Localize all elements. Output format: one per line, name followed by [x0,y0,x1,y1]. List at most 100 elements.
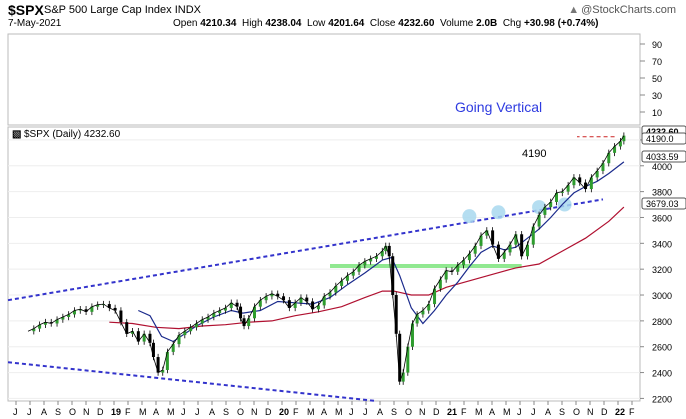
price-candle-108 [622,135,626,142]
price-candle-60 [363,261,367,266]
price-candle-46 [282,296,286,301]
x-tick-label-33: M [475,407,483,417]
ticker-symbol[interactable]: $SPX [8,2,44,18]
price-candle-33 [212,313,216,317]
x-tick-label-30: D [433,407,440,417]
stockcharts-icon: ▲ [568,4,580,16]
chg-label: Chg [502,18,522,29]
price-candle-100 [578,177,582,183]
price-candle-104 [601,163,605,171]
price-candle-91 [525,244,529,257]
touch-circle-2 [491,205,506,220]
price-candle-11 [90,306,94,312]
price-candle-88 [508,244,512,253]
price-candle-52 [316,305,320,310]
y-tick-label-3200: 3200 [652,265,672,275]
price-candle-97 [560,191,564,193]
price-candle-54 [328,292,332,297]
price-candle-3 [43,322,47,325]
price-candle-82 [473,245,477,254]
y-tick-label-3000: 3000 [652,291,672,301]
price-candle-51 [311,301,315,310]
price-badge-1: 4190.0 [646,134,674,144]
volume-value: 2.0B [476,18,498,29]
chg-value: +30.98 (+0.74%) [523,18,599,29]
price-candle-58 [351,271,355,276]
close-label: Close [369,18,396,29]
price-candle-43 [264,296,268,301]
price-candle-66 [391,256,395,296]
price-candle-45 [276,293,280,297]
x-tick-label-14: A [209,407,215,417]
price-candle-23 [156,357,160,373]
price-candle-84 [485,230,489,236]
price-candle-7 [67,314,71,317]
ma50-line [138,161,625,343]
price-line [27,135,625,382]
x-tick-label-15: S [223,407,229,417]
price-candle-56 [340,280,344,286]
x-tick-label-10: A [153,407,159,417]
price-candle-98 [566,185,570,192]
price-candle-28 [183,331,187,336]
price-candle-12 [96,304,100,307]
price-candle-73 [421,310,425,315]
price-candle-71 [410,323,414,347]
price-candle-53 [322,296,326,306]
x-tick-label-28: O [405,407,412,417]
price-candle-74 [427,304,431,311]
volume-label: Volume [439,18,474,29]
x-tick-label-40: O [573,407,580,417]
touch-circle-4 [557,197,572,212]
price-badge-box-2 [641,150,686,163]
x-tick-label-23: M [335,407,343,417]
price-candle-80 [462,260,466,266]
logo-text: @StockCharts.com [581,4,676,16]
price-candle-38 [239,306,243,319]
price-candle-92 [531,226,535,245]
price-candle-20 [142,333,146,342]
price-candle-90 [520,234,524,257]
x-tick-label-9: M [139,407,147,417]
price-candle-17 [125,322,129,334]
x-tick-label-43: 22 [615,407,625,417]
x-tick-label-31: 21 [447,407,457,417]
price-candle-48 [293,302,297,308]
price-candle-86 [496,244,500,259]
x-tick-label-17: N [251,407,258,417]
x-tick-label-8: F [125,407,131,417]
y-tick-label-4000: 4000 [652,162,672,172]
price-candle-47 [287,300,291,308]
price-candle-72 [415,314,419,324]
stockcharts-logo[interactable]: ▲ @StockCharts.com [568,4,676,16]
price-candle-62 [374,256,378,259]
open-label: Open [173,18,198,29]
price-candle-35 [223,307,227,311]
y-axis: 2200 2400 2600 2800 3000 3200 3400 3600 3800 4000… [640,136,672,404]
y-tick-label-2200: 2200 [652,394,672,404]
price-candle-25 [165,351,169,370]
x-tick-label-41: N [587,407,594,417]
price-candle-55 [334,285,338,293]
price-candle-6 [61,316,65,320]
x-tick-label-4: O [69,407,76,417]
x-tick-label-35: M [503,407,511,417]
x-tick-label-16: O [237,407,244,417]
price-candle-30 [194,323,198,328]
price-candle-9 [78,309,82,311]
close-value: 4232.60 [398,18,435,29]
x-tick-label-37: J [531,407,536,417]
x-tick-label-22: A [321,407,327,417]
price-candle-34 [218,310,222,314]
price-candle-2 [38,324,42,329]
touch-circle-1 [462,209,477,224]
x-tick-label-26: A [377,407,383,417]
price-candle-21 [148,333,152,343]
x-tick-label-42: D [601,407,608,417]
lower-trend-line [7,361,377,402]
low-value: 4201.64 [328,18,365,29]
indicator-tick-label-70: 70 [652,57,662,67]
price-candle-32 [206,316,210,320]
price-candle-61 [369,258,373,262]
